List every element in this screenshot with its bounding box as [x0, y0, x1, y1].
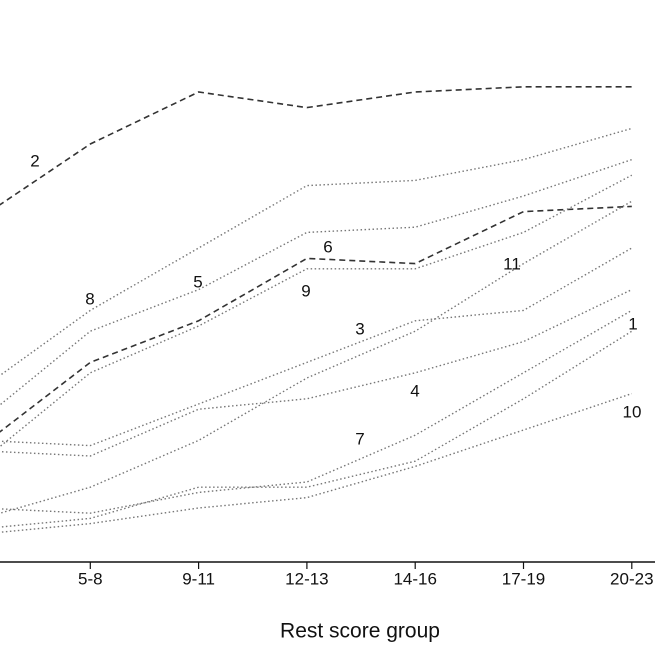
series-line	[0, 158, 633, 406]
series-line	[0, 392, 633, 533]
series-label: 7	[355, 429, 364, 448]
series-label: 2	[30, 151, 39, 170]
series-label: 6	[323, 237, 332, 256]
series-label: 1	[628, 314, 637, 333]
series-line	[0, 86, 632, 206]
series-label: 9	[301, 281, 310, 300]
x-tick-label: 14-16	[393, 569, 436, 588]
x-tick-label: 12-13	[285, 569, 328, 588]
series-label: 3	[355, 319, 364, 338]
series-label: 11	[503, 254, 521, 273]
series-line	[0, 247, 633, 447]
series-line	[0, 288, 633, 457]
series-line	[0, 127, 632, 377]
x-tick-label: 9-11	[182, 569, 215, 588]
series-line	[0, 200, 633, 514]
series-line	[0, 174, 633, 448]
series-label: 10	[623, 402, 642, 421]
x-tick-label: 20-23	[610, 569, 653, 588]
x-tick-label: 5-8	[78, 569, 103, 588]
series-label: 4	[410, 381, 419, 400]
series-line	[0, 330, 633, 528]
x-tick-label: 17-19	[502, 569, 545, 588]
x-axis-label: Rest score group	[280, 620, 440, 643]
series-line	[0, 309, 633, 514]
series-line	[0, 205, 632, 433]
series-label: 8	[85, 289, 94, 308]
series-label: 5	[193, 272, 202, 291]
